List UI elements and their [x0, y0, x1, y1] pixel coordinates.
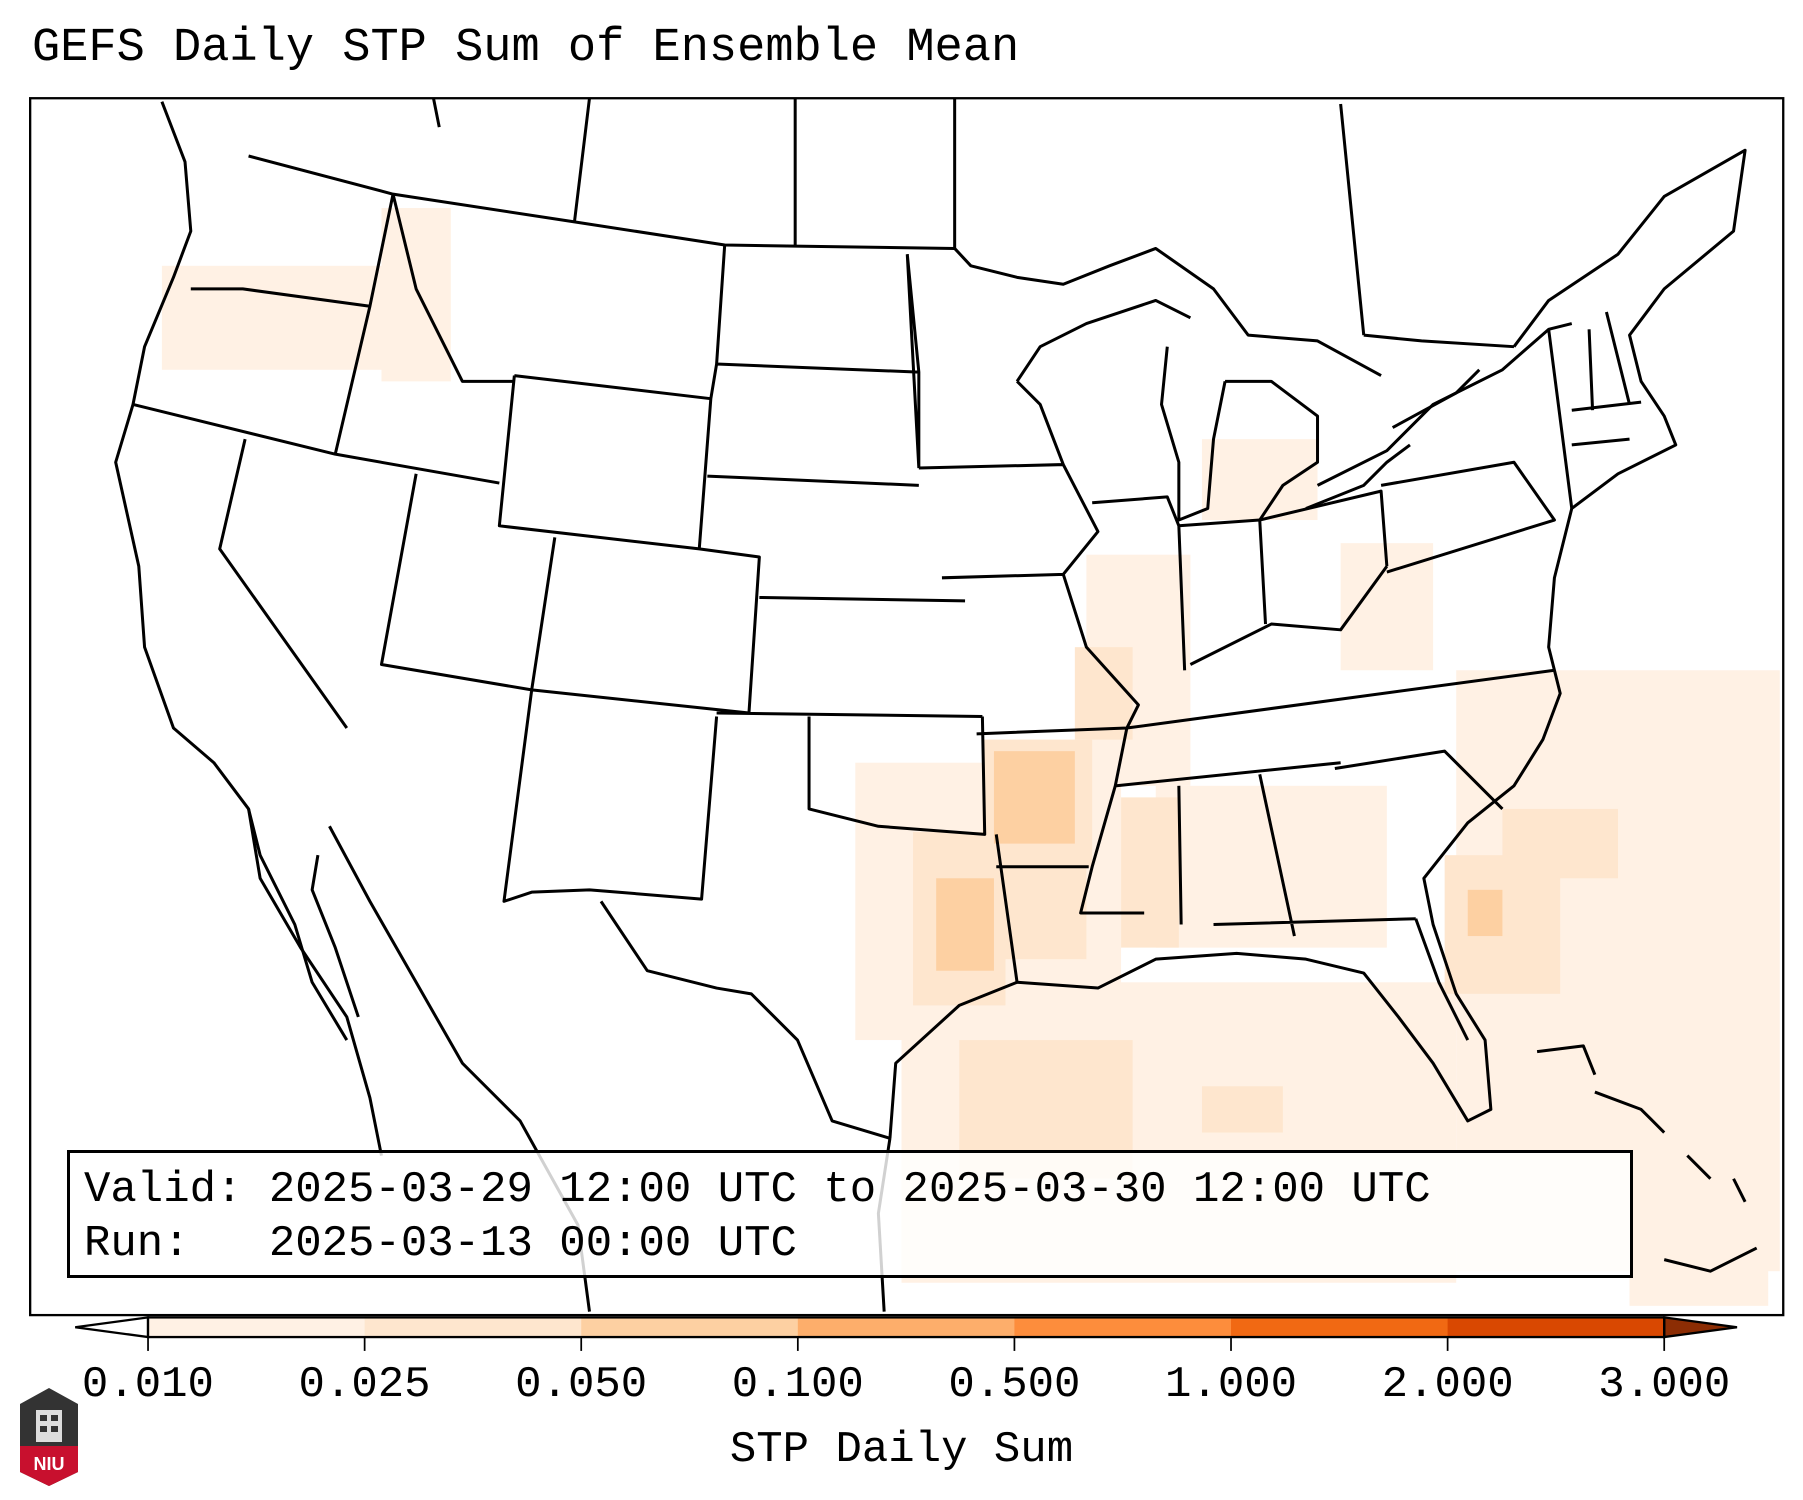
stp-patch [381, 208, 451, 382]
coastline [114, 101, 383, 1156]
stp-patch [1201, 1086, 1283, 1133]
stp-patch [993, 751, 1075, 844]
run-value: 2025-03-13 00:00 UTC [268, 1219, 797, 1269]
province-lines [431, 97, 1366, 336]
svg-text:NIU: NIU [34, 1454, 65, 1474]
colorbar-bin [1231, 1317, 1449, 1338]
valid-label: Valid: [84, 1165, 243, 1215]
map-title: GEFS Daily STP Sum of Ensemble Mean [32, 22, 1020, 75]
colorbar-bin [148, 1317, 366, 1338]
florida [1414, 918, 1470, 1041]
stp-shading [161, 208, 1780, 1306]
run-label: Run: [84, 1219, 190, 1269]
colorbar-tick-label: 0.025 [298, 1360, 431, 1410]
colorbar-tick-label: 0.100 [731, 1360, 864, 1410]
map-frame [29, 97, 1785, 1317]
valid-value: 2025-03-29 12:00 UTC to 2025-03-30 12:00… [268, 1165, 1431, 1215]
colorbar-tick-label: 1.000 [1165, 1360, 1298, 1410]
colorbar-bin [797, 1317, 1015, 1338]
valid-time-box: Valid: 2025-03-29 12:00 UTC to 2025-03-3… [67, 1150, 1633, 1278]
colorbar-tick-label: 0.010 [81, 1360, 214, 1410]
baja [247, 808, 360, 1041]
state-lines [132, 193, 1642, 983]
canada-border [248, 154, 1573, 487]
stp-patch [1201, 439, 1318, 521]
stp-patch [1074, 647, 1133, 740]
colorbar-over-arrow [1663, 1316, 1738, 1339]
stp-patch [936, 878, 994, 971]
stp-patch [1467, 889, 1503, 937]
stp-patch [1121, 797, 1179, 948]
colorbar-tick-label: 0.050 [515, 1360, 648, 1410]
colorbar [75, 1316, 1738, 1351]
colorbar-outline [146, 1316, 1666, 1339]
niu-logo: NIU [20, 1388, 78, 1486]
mexico-east-coast [599, 900, 891, 1140]
colorbar-tick-label: 0.500 [948, 1360, 1081, 1410]
colorbar-tick-label: 3.000 [1598, 1360, 1731, 1410]
colorbar-bin [581, 1317, 799, 1338]
colorbar-tick-label: 2.000 [1381, 1360, 1514, 1410]
colorbar-label: STP Daily Sum [729, 1425, 1074, 1475]
stp-patch [1005, 866, 1087, 960]
colorbar-bin [1447, 1317, 1665, 1338]
great-lakes [1015, 298, 1481, 522]
islands [1536, 1044, 1758, 1273]
colorbar-under-arrow [75, 1316, 150, 1339]
colorbar-bin [364, 1317, 582, 1338]
stp-patch [1502, 808, 1618, 879]
colorbar-bin [1014, 1317, 1232, 1338]
stp-patch [161, 265, 394, 370]
